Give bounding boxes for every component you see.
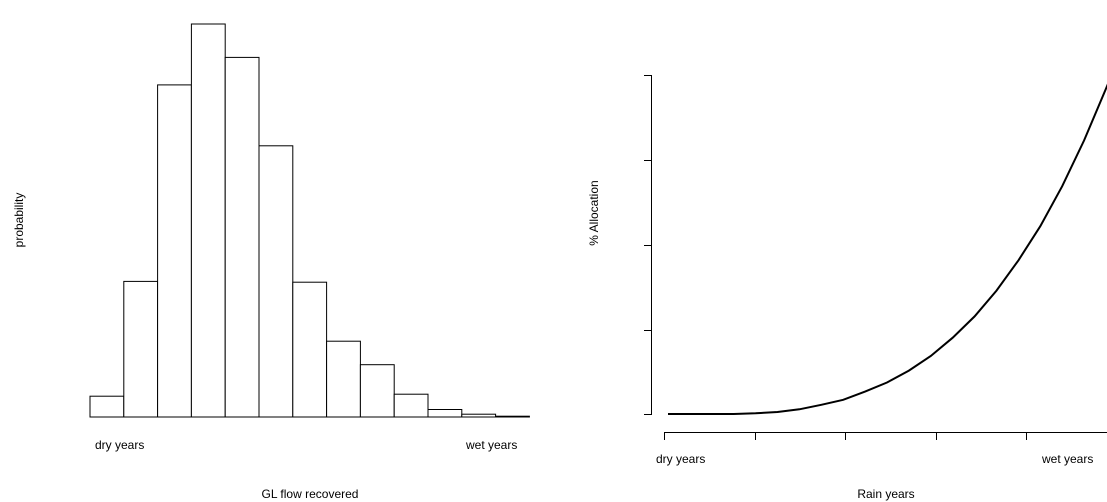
- histogram-bars: [89, 23, 530, 418]
- histogram-bar: [224, 56, 260, 418]
- histogram-bar: [359, 364, 395, 418]
- histogram-bar: [123, 280, 159, 418]
- histogram-bar: [89, 395, 125, 418]
- allocation-x-tick-label-dry: dry years: [656, 452, 705, 466]
- histogram-bar: [461, 413, 497, 418]
- histogram-bar: [495, 415, 530, 418]
- allocation-y-axis-label: % Allocation: [587, 180, 601, 245]
- allocation-x-axis: [664, 432, 1107, 440]
- histogram-x-tick-label-dry: dry years: [95, 438, 144, 452]
- allocation-curve: [668, 83, 1107, 415]
- histogram-bar: [258, 145, 294, 418]
- histogram-bar: [292, 281, 328, 418]
- allocation-x-tick-label-wet: wet years: [1041, 452, 1093, 466]
- histogram-bar: [427, 409, 463, 418]
- allocation-panel: dry years wet years Rain years % Allocat…: [587, 75, 1107, 501]
- histogram-bar: [326, 340, 361, 418]
- histogram-panel: dry years wet years GL flow recovered pr…: [12, 23, 530, 501]
- allocation-y-axis: [644, 75, 652, 415]
- histogram-bar: [190, 23, 226, 418]
- histogram-y-axis-label: probability: [12, 193, 26, 248]
- allocation-x-axis-label: Rain years: [857, 487, 914, 501]
- histogram-bar: [157, 84, 192, 418]
- histogram-x-tick-label-wet: wet years: [465, 438, 517, 452]
- histogram-x-axis-label: GL flow recovered: [262, 487, 359, 501]
- histogram-bar: [393, 393, 429, 418]
